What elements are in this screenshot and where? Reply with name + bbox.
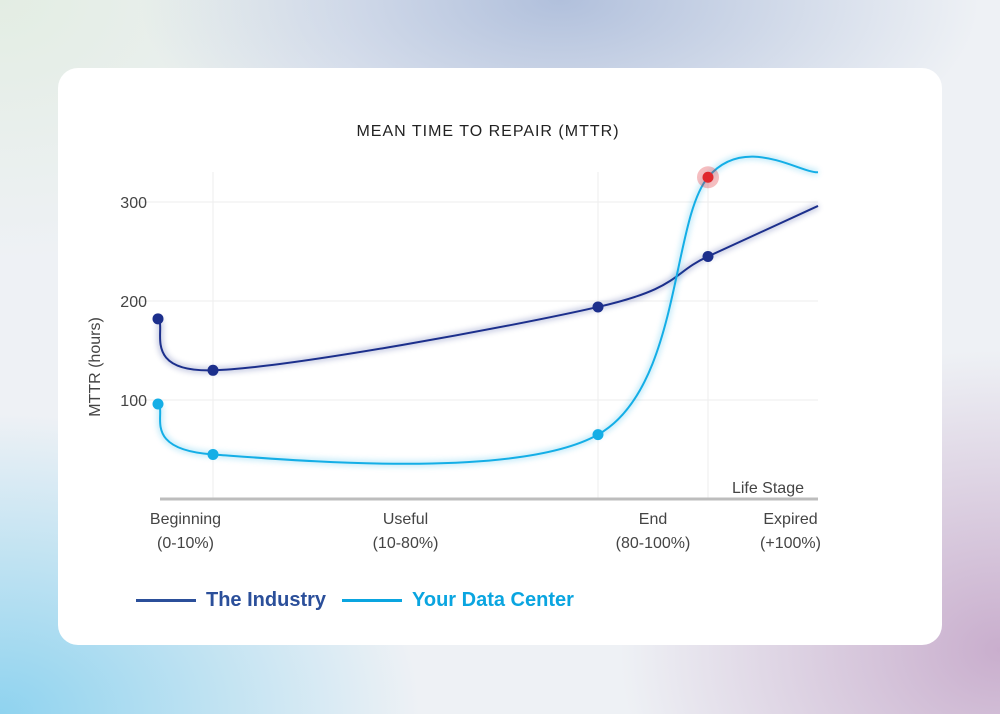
data-point — [152, 398, 164, 410]
industry-line — [157, 205, 819, 372]
x-tick-sublabel: (80-100%) — [616, 535, 691, 552]
data-point — [702, 171, 714, 183]
x-tick-sublabel: (0-10%) — [157, 535, 214, 552]
x-tick-label: Expired — [763, 511, 817, 528]
legend-label: The Industry — [206, 589, 327, 611]
x-tick-label: End — [639, 511, 667, 528]
series-glow — [155, 203, 820, 374]
x-tick-label: Useful — [383, 511, 428, 528]
legend-swatch — [342, 599, 403, 602]
data-point — [207, 448, 219, 460]
y-tick-label: 300 — [120, 195, 147, 212]
chart-title: MEAN TIME TO REPAIR (MTTR) — [356, 123, 619, 140]
data-point — [592, 429, 604, 441]
legend-item-industry[interactable]: The Industry — [136, 589, 326, 612]
x-tick-sublabel: (10-80%) — [373, 535, 439, 552]
y-tick-label: 100 — [120, 393, 147, 410]
data-center-line — [157, 155, 819, 465]
legend: The Industry Your Data Center — [136, 589, 590, 612]
x-tick-sublabel: (+100%) — [760, 535, 821, 552]
data-point — [152, 313, 164, 325]
data-point — [702, 250, 714, 262]
legend-item-data-center[interactable]: Your Data Center — [342, 589, 574, 612]
data-point — [592, 301, 604, 313]
y-tick-label: 200 — [120, 294, 147, 311]
x-axis-label: Life Stage — [732, 480, 804, 497]
data-point — [207, 364, 219, 376]
series-glow — [155, 153, 819, 467]
legend-swatch — [136, 599, 196, 602]
y-axis-label: MTTR (hours) — [87, 317, 104, 417]
x-tick-label: Beginning — [150, 511, 221, 528]
legend-label: Your Data Center — [412, 589, 574, 611]
